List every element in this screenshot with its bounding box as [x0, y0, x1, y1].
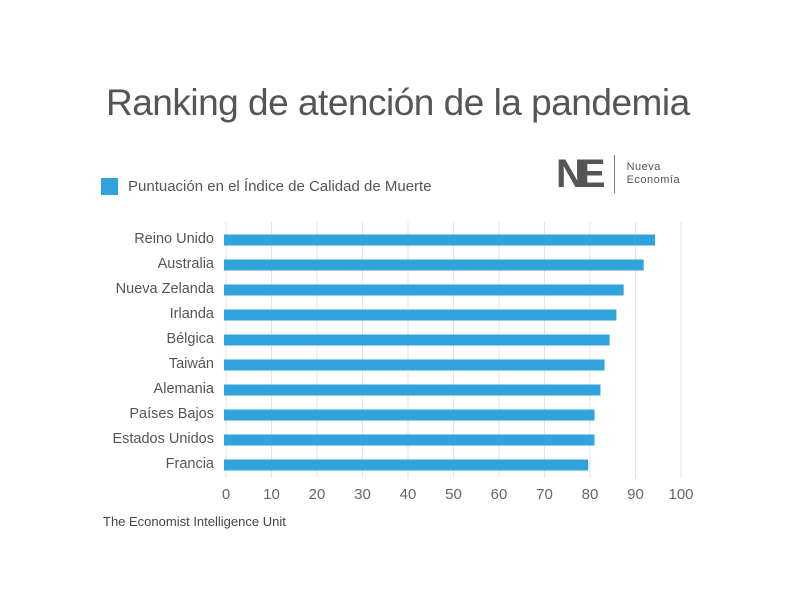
logo-mark: NE — [556, 152, 606, 196]
bar — [224, 359, 605, 371]
y-category-label: Alemania — [154, 381, 215, 397]
logo: NE Nueva Economía — [556, 154, 680, 194]
x-tick-label: 100 — [668, 486, 693, 503]
x-tick-label: 90 — [627, 486, 644, 503]
y-category-label: Nueva Zelanda — [116, 281, 215, 297]
bar — [224, 384, 601, 396]
y-category-label: Francia — [166, 456, 215, 472]
bar — [224, 334, 610, 346]
chart-title: Ranking de atención de la pandemia — [106, 82, 690, 123]
y-category-label: Irlanda — [170, 306, 215, 322]
bar — [224, 409, 595, 421]
legend-swatch — [101, 178, 118, 195]
x-tick-label: 20 — [309, 486, 326, 503]
source-note: The Economist Intelligence Unit — [103, 514, 286, 529]
logo-divider — [613, 155, 615, 193]
bar — [224, 309, 617, 321]
y-category-label: Países Bajos — [129, 406, 214, 422]
bar — [224, 234, 656, 246]
x-tick-label: 10 — [263, 486, 280, 503]
bar — [224, 259, 644, 271]
y-category-label: Reino Unido — [134, 231, 214, 247]
y-category-label: Estados Unidos — [112, 431, 214, 447]
bar — [224, 459, 589, 471]
y-category-label: Taiwán — [169, 356, 214, 372]
x-tick-label: 80 — [582, 486, 599, 503]
x-tick-label: 50 — [445, 486, 462, 503]
x-tick-label: 70 — [536, 486, 553, 503]
x-tick-label: 0 — [222, 486, 230, 503]
y-category-label: Australia — [158, 256, 215, 272]
legend: Puntuación en el Índice de Calidad de Mu… — [101, 178, 432, 195]
x-tick-label: 60 — [491, 486, 508, 503]
legend-label: Puntuación en el Índice de Calidad de Mu… — [128, 178, 432, 195]
y-category-label: Bélgica — [166, 331, 214, 347]
logo-line1: Nueva — [626, 161, 661, 173]
logo-line2: Economía — [626, 174, 681, 186]
bar — [224, 434, 595, 446]
bar — [224, 284, 624, 296]
x-tick-label: 40 — [400, 486, 417, 503]
x-tick-label: 30 — [354, 486, 371, 503]
